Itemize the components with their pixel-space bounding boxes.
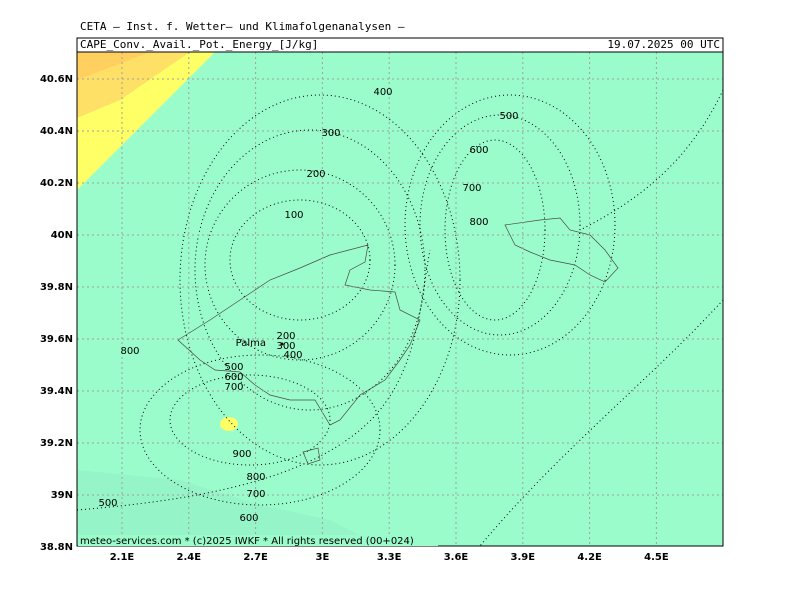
cape-low-area [77, 470, 380, 546]
contours [76, 89, 724, 547]
lon-label: 3.6E [444, 552, 469, 563]
lat-label: 40.4N [40, 126, 73, 137]
contour-label: 600 [239, 513, 258, 524]
footer: meteo-services.com * (c)2025 IWKF * All … [80, 536, 414, 547]
contour-label: 800 [246, 472, 265, 483]
lon-label: 2.1E [110, 552, 135, 563]
contour-label: 200 [276, 331, 295, 342]
lat-label: 40N [51, 230, 73, 241]
contour-label: 800 [120, 346, 139, 357]
contour-label: 900 [232, 449, 251, 460]
contour-label: 800 [469, 217, 488, 228]
lat-label: 40.2N [40, 178, 73, 189]
lon-label: 4.5E [644, 552, 669, 563]
field-title: CAPE_Conv._Avail._Pot._Energy_[J/kg] [80, 38, 318, 51]
contour-label: 500 [224, 362, 243, 373]
contour-label: 100 [284, 210, 303, 221]
valid-time: 19.07.2025 00 UTC [607, 38, 720, 51]
lon-label: 2.4E [177, 552, 202, 563]
source-title: CETA – Inst. f. Wetter– und Klimafolgena… [80, 20, 405, 33]
lon-label: 3.3E [377, 552, 402, 563]
contour-label: 600 [469, 145, 488, 156]
lon-label: 4.2E [577, 552, 602, 563]
contour-label: 700 [462, 183, 481, 194]
contour-label: 700 [224, 382, 243, 393]
map-area [76, 52, 724, 547]
lat-label: 38.8N [40, 542, 73, 553]
lon-label: 2.7E [243, 552, 268, 563]
lat-label: 39.8N [40, 282, 73, 293]
contour-label: 600 [224, 372, 243, 383]
contour-label: 400 [283, 350, 302, 361]
contour-label: 500 [499, 111, 518, 122]
contour-label: 300 [276, 341, 295, 352]
lat-label: 39.6N [40, 334, 73, 345]
lat-label: 39.2N [40, 438, 73, 449]
lat-label: 39.4N [40, 386, 73, 397]
contour-label: 700 [246, 489, 265, 500]
footer-box [78, 535, 438, 546]
coastline [177, 217, 619, 465]
cape-highest-area [77, 52, 150, 80]
city-label: Palma [236, 338, 266, 349]
city-marker [280, 342, 284, 346]
contour-label: 400 [373, 87, 392, 98]
cape-field [77, 52, 723, 546]
graticule [77, 52, 723, 546]
contour-label: 300 [321, 128, 340, 139]
lon-label: 3.9E [511, 552, 536, 563]
contour-label: 500 [98, 498, 117, 509]
lat-label: 40.6N [40, 74, 73, 85]
lon-label: 3E [316, 552, 330, 563]
lat-label: 39N [51, 490, 73, 501]
contour-label: 200 [306, 169, 325, 180]
cape-spot [220, 417, 238, 431]
